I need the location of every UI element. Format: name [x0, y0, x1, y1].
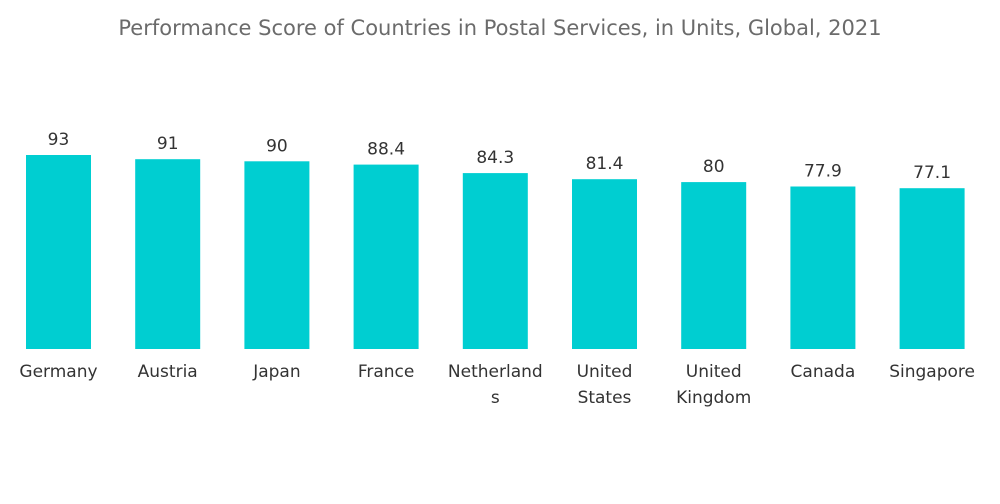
bar-austria — [135, 159, 201, 349]
category-label-netherlands: Netherland s — [448, 362, 543, 408]
value-label-japan: 90 — [266, 136, 288, 156]
bars-group — [26, 155, 965, 349]
category-labels-group: Germany Austria Japan France Netherland s Unit… — [19, 362, 975, 408]
value-label-austria: 91 — [157, 134, 179, 154]
chart-title: Performance Score of Countries in Postal… — [118, 16, 882, 40]
bar-japan — [244, 161, 310, 349]
category-label-japan: Japan — [252, 362, 300, 382]
bar-unitedkingdom — [681, 182, 747, 349]
category-label-canada: Canada — [791, 362, 856, 382]
bar-unitedstates — [572, 179, 637, 349]
bar-france — [353, 164, 419, 349]
value-label-france: 88.4 — [367, 140, 405, 160]
bar-canada — [790, 186, 856, 349]
category-label-unitedkingdom: United Kingdom — [676, 362, 751, 408]
bar-singapore — [899, 188, 965, 349]
value-label-unitedstates: 81.4 — [586, 154, 624, 174]
value-label-netherlands: 84.3 — [476, 148, 514, 168]
category-label-france: France — [358, 362, 415, 382]
value-label-canada: 77.9 — [804, 162, 842, 182]
value-labels-group: 93 91 90 88.4 84.3 81.4 80 77.9 77.1 — [48, 130, 951, 183]
category-label-singapore: Singapore — [889, 362, 975, 382]
value-label-germany: 93 — [48, 130, 70, 150]
category-label-germany: Germany — [19, 362, 97, 382]
value-label-singapore: 77.1 — [913, 163, 951, 183]
category-label-unitedstates: United States — [577, 362, 633, 408]
bar-netherlands — [462, 173, 528, 349]
bar-germany — [26, 155, 91, 349]
category-label-austria: Austria — [138, 362, 198, 382]
value-label-unitedkingdom: 80 — [703, 157, 725, 177]
